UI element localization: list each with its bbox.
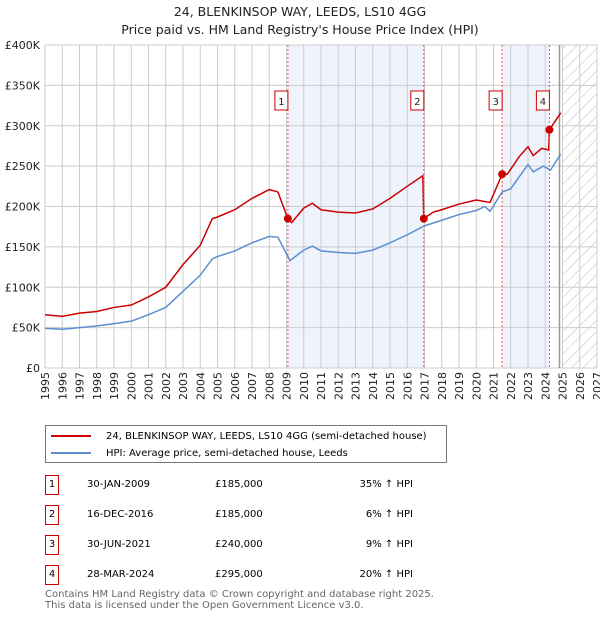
sale-hpi-diff: 35% ↑ HPI	[359, 479, 413, 490]
y-tick-label: £350K	[5, 79, 41, 92]
x-tick-label: 2010	[298, 372, 311, 400]
x-tick-label: 2014	[367, 372, 380, 400]
sale-row: 3 30-JUN-2021 £240,000 9% ↑ HPI	[45, 535, 445, 555]
legend-item-property: 24, BLENKINSOP WAY, LEEDS, LS10 4GG (sem…	[46, 428, 427, 444]
y-tick-label: £200K	[5, 201, 41, 214]
x-tick-label: 2026	[574, 372, 587, 400]
sale-point	[419, 214, 428, 223]
x-tick-label: 2019	[453, 372, 466, 400]
y-tick-label: £150K	[5, 241, 41, 254]
x-tick-label: 2006	[229, 372, 242, 400]
legend: 24, BLENKINSOP WAY, LEEDS, LS10 4GG (sem…	[45, 425, 447, 463]
sale-point	[545, 125, 554, 134]
legend-item-hpi: HPI: Average price, semi-detached house,…	[46, 445, 348, 461]
sale-badge-label: 1	[278, 97, 284, 108]
legend-swatch	[51, 435, 91, 437]
x-tick-label: 2022	[505, 372, 518, 400]
sale-badge	[535, 90, 550, 111]
x-tick-label: 2027	[591, 372, 600, 400]
sale-number: 1	[45, 475, 59, 495]
sale-date: 30-JUN-2021	[87, 539, 151, 550]
sale-number: 4	[45, 565, 59, 585]
sale-number: 2	[45, 505, 59, 525]
sale-badge	[274, 90, 289, 111]
chart-title: 24, BLENKINSOP WAY, LEEDS, LS10 4GG	[173, 4, 427, 19]
x-tick-label: 2009	[281, 372, 294, 400]
sale-hpi-diff: 6% ↑ HPI	[365, 509, 413, 520]
legend-label: 24, BLENKINSOP WAY, LEEDS, LS10 4GG (sem…	[106, 430, 427, 442]
x-tick-label: 2015	[384, 372, 397, 400]
sale-badge-label: 3	[492, 97, 498, 108]
x-tick-label: 2005	[212, 372, 225, 400]
x-tick-label: 2007	[246, 372, 259, 400]
x-tick-label: 2003	[177, 372, 190, 400]
sale-date: 16-DEC-2016	[87, 509, 154, 520]
sale-price: £185,000	[215, 479, 263, 490]
sale-row: 4 28-MAR-2024 £295,000 20% ↑ HPI	[45, 565, 445, 585]
x-tick-label: 2013	[350, 372, 363, 400]
x-tick-label: 1999	[108, 372, 121, 400]
x-tick-label: 2023	[522, 372, 535, 400]
sale-row: 1 30-JAN-2009 £185,000 35% ↑ HPI	[45, 475, 445, 495]
sale-number: 3	[45, 535, 59, 555]
sale-point	[498, 170, 507, 179]
y-tick-label: £50K	[12, 322, 41, 335]
sale-badge-label: 4	[540, 97, 546, 108]
x-tick-label: 2020	[470, 372, 483, 400]
legend-swatch	[51, 452, 91, 454]
sale-badge	[488, 90, 503, 111]
x-tick-label: 2025	[557, 372, 570, 400]
sale-row: 2 16-DEC-2016 £185,000 6% ↑ HPI	[45, 505, 445, 525]
sale-date: 28-MAR-2024	[87, 569, 155, 580]
x-tick-label: 2012	[332, 372, 345, 400]
x-tick-label: 2011	[315, 372, 328, 400]
y-tick-label: £250K	[5, 160, 41, 173]
x-tick-label: 1997	[74, 372, 87, 400]
sale-badge-label: 2	[414, 97, 420, 108]
y-tick-label: £300K	[5, 120, 41, 133]
x-tick-label: 2001	[143, 372, 156, 400]
x-tick-label: 1998	[91, 372, 104, 400]
sale-badge	[410, 90, 425, 111]
sale-hpi-diff: 9% ↑ HPI	[365, 539, 413, 550]
footer-line: Contains HM Land Registry data © Crown c…	[45, 589, 434, 600]
plot-area: 1995 1996 1997 1998 1999 2000 2001 2002 2003 2004…	[5, 39, 600, 400]
sale-price: £295,000	[215, 569, 263, 580]
hpi-line	[44, 153, 562, 330]
sale-price: £240,000	[215, 539, 263, 550]
footer: Contains HM Land Registry data © Crown c…	[45, 589, 434, 611]
x-tick-label: 1995	[39, 372, 52, 400]
y-tick-label: £400K	[5, 39, 41, 52]
x-tick-label: 1996	[56, 372, 69, 400]
y-tick-label: £0	[26, 362, 40, 375]
x-tick-label: 2017	[419, 372, 432, 400]
sale-date: 30-JAN-2009	[87, 479, 151, 490]
x-tick-label: 2000	[125, 372, 138, 400]
x-tick-label: 2016	[401, 372, 414, 400]
x-tick-label: 2004	[194, 372, 207, 400]
x-tick-label: 2018	[436, 372, 449, 400]
sale-hpi-diff: 20% ↑ HPI	[359, 569, 413, 580]
y-tick-label: £100K	[5, 281, 41, 294]
x-tick-label: 2008	[263, 372, 276, 400]
property-price-line	[44, 112, 562, 318]
x-tick-label: 2002	[160, 372, 173, 400]
x-tick-label: 2021	[488, 372, 501, 400]
sale-point	[283, 214, 292, 223]
legend-label: HPI: Average price, semi-detached house,…	[106, 447, 348, 459]
footer-line: This data is licensed under the Open Gov…	[45, 600, 364, 611]
chart-subtitle: Price paid vs. HM Land Registry's House …	[121, 22, 479, 37]
sale-price: £185,000	[215, 509, 263, 520]
x-tick-label: 2024	[539, 372, 552, 400]
